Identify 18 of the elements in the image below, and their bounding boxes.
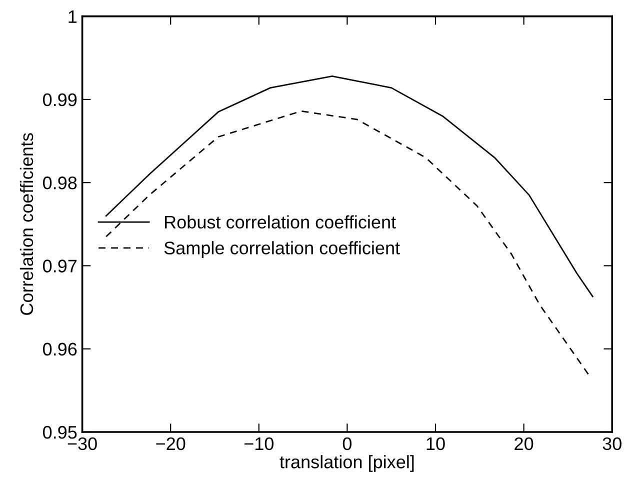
y-tick-label: 0.97 <box>42 260 77 272</box>
y-tick-label: 0.95 <box>42 426 77 439</box>
x-tick-label: 20 <box>514 437 534 450</box>
x-tick-label: −30 <box>68 437 97 450</box>
x-tick-label: 30 <box>602 437 622 450</box>
x-tick-label: 0 <box>342 437 352 450</box>
x-tick-label: 10 <box>426 437 445 450</box>
y-tick-label: 0.96 <box>42 342 77 356</box>
x-axis-title: translation [pixel] <box>280 455 414 472</box>
legend-label: Sample correlation coefficient <box>164 241 400 258</box>
line-series <box>105 75 594 298</box>
x-tick-label: −10 <box>244 437 274 450</box>
x-tick-label: −20 <box>156 437 186 450</box>
y-tick-label: 0.98 <box>42 176 77 190</box>
y-tick-label: 0.99 <box>42 93 77 106</box>
y-tick-label: 1 <box>68 10 77 23</box>
y-axis-title: Correlation coefficients <box>20 133 34 315</box>
legend-label: Robust correlation coefficient <box>165 215 396 229</box>
